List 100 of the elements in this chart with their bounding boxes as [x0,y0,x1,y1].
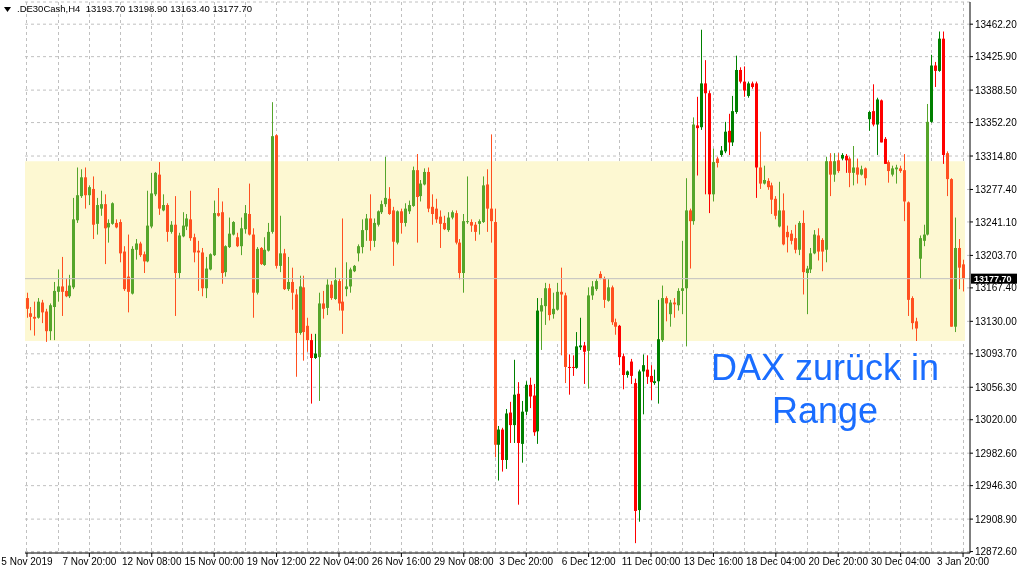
candlestick [439,209,442,249]
x-tick-label: 20 Dec 20:00 [808,556,869,568]
candlestick [65,277,68,298]
candlestick [642,353,645,415]
y-tick-label: 12908.90 [975,513,1018,525]
candlestick [248,183,251,236]
candlestick [630,358,633,385]
candlestick [341,217,344,335]
candlestick [322,290,325,320]
candlestick [568,353,571,396]
candlestick [314,333,317,360]
y-tick-label: 13462.20 [975,18,1018,30]
candlestick [817,227,820,261]
x-tick-label: 5 Nov 2019 [1,556,53,568]
x-tick-label: 29 Nov 08:00 [434,556,494,568]
candlestick [887,159,890,184]
candlestick [677,287,680,312]
candlestick [837,152,840,174]
candlestick [728,113,731,156]
y-tick-label: 12872.60 [975,546,1018,558]
candlestick [287,256,290,292]
candlestick [33,301,36,337]
x-tick-label: 22 Nov 04:00 [309,556,370,568]
x-tick-label: 6 Dec 12:00 [561,556,617,568]
candlestick [821,237,824,272]
y-tick-label: 13388.50 [975,84,1018,96]
candlestick [829,152,832,197]
x-tick-label: 26 Nov 16:00 [371,556,432,568]
candlestick [404,202,407,228]
candlestick [127,234,130,313]
candlestick [556,282,559,312]
candlestick [895,164,898,185]
candlestick [696,96,699,177]
candlestick [778,181,781,228]
candlestick [326,278,329,316]
candlestick [345,261,348,297]
candlestick [759,131,762,190]
x-tick-label: 18 Dec 04:00 [746,556,807,568]
candlestick [111,201,114,226]
candlestick [447,211,450,233]
x-tick-label: 7 Nov 20:00 [62,556,117,568]
candlestick [361,218,364,254]
y-tick-label: 13130.00 [975,315,1018,327]
x-tick-label: 3 Jan 20:00 [936,556,990,568]
candlestick [646,354,649,385]
candlestick [591,280,594,301]
candlestick [919,234,922,279]
y-tick-label: 13277.40 [975,184,1018,196]
candlestick [669,299,672,328]
candlestick [369,193,372,252]
candlestick [435,198,438,224]
candlestick [704,59,707,195]
candlestick [474,221,477,242]
candlestick [958,238,961,290]
candlestick [279,215,282,273]
y-tick-label: 13314.80 [975,150,1018,162]
candlestick [205,256,208,299]
y-tick-label: 13352.20 [975,117,1018,129]
candlestick [845,153,848,174]
candlestick [934,61,937,88]
candlestick [848,156,851,188]
x-tick-label: 15 Nov 00:00 [184,556,245,568]
candlestick [583,341,586,385]
y-tick-label: 13093.70 [975,348,1018,360]
candlestick [334,267,337,301]
candlestick [88,184,91,206]
candlestick [607,278,610,303]
candlestick [384,156,387,208]
candlestick [868,110,871,132]
candlestick [365,213,368,242]
candlestick [813,229,816,255]
y-tick-label: 13241.10 [975,216,1018,228]
candlestick [509,401,512,444]
y-tick-label: 13020.00 [975,414,1018,426]
candlestick [84,166,87,210]
candlestick [529,377,532,409]
candlestick [852,145,855,186]
candlestick [240,217,243,256]
candlestick [856,158,859,185]
x-tick-label: 13 Dec 16:00 [683,556,744,568]
y-tick-label: 13056.30 [975,381,1018,393]
candlestick [96,197,99,236]
candlestick [575,331,578,370]
x-tick-label: 19 Nov 12:00 [246,556,307,568]
candlestick [603,276,606,309]
candlestick [61,256,64,317]
x-tick-label: 12 Nov 08:00 [122,556,182,568]
x-tick-label: 11 Dec 00:00 [621,556,681,568]
candlestick [53,281,56,341]
x-tick-label: 3 Dec 20:00 [499,556,554,568]
annotation: .DE30Cash,H4 13193.70 13198.90 13163.40 13177.70 [17,3,253,15]
candlestick [490,133,493,244]
y-tick-label: 13425.90 [975,51,1018,63]
candlestick [349,267,352,294]
candlestick [400,208,403,235]
candlestick [552,292,555,320]
y-tick-label: 12982.60 [975,447,1018,459]
annotation: DAX zurück in Range [709,346,941,432]
candlestick [57,268,60,303]
candlestick [794,224,797,254]
